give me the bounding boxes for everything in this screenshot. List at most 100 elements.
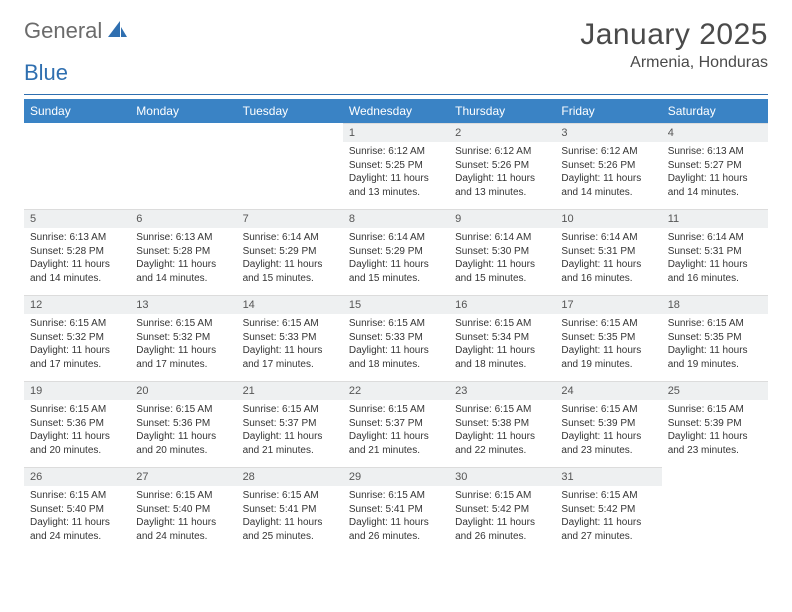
logo-text-blue: Blue [24, 60, 68, 85]
day-number: 7 [237, 209, 343, 228]
day-number: 28 [237, 467, 343, 486]
day-number [662, 467, 768, 473]
day-number: 26 [24, 467, 130, 486]
day-info: Sunrise: 6:15 AMSunset: 5:40 PMDaylight:… [24, 486, 130, 547]
day-info: Sunrise: 6:15 AMSunset: 5:42 PMDaylight:… [555, 486, 661, 547]
calendar-cell [237, 123, 343, 209]
calendar-row: 26Sunrise: 6:15 AMSunset: 5:40 PMDayligh… [24, 467, 768, 553]
day-info: Sunrise: 6:13 AMSunset: 5:28 PMDaylight:… [130, 228, 236, 289]
calendar-cell: 21Sunrise: 6:15 AMSunset: 5:37 PMDayligh… [237, 381, 343, 467]
logo: General [24, 18, 130, 44]
day-number: 12 [24, 295, 130, 314]
day-number: 4 [662, 123, 768, 142]
calendar-cell: 25Sunrise: 6:15 AMSunset: 5:39 PMDayligh… [662, 381, 768, 467]
day-number: 13 [130, 295, 236, 314]
day-number: 2 [449, 123, 555, 142]
calendar-cell [130, 123, 236, 209]
day-info: Sunrise: 6:15 AMSunset: 5:41 PMDaylight:… [237, 486, 343, 547]
calendar-cell: 1Sunrise: 6:12 AMSunset: 5:25 PMDaylight… [343, 123, 449, 209]
calendar-cell: 6Sunrise: 6:13 AMSunset: 5:28 PMDaylight… [130, 209, 236, 295]
day-number: 5 [24, 209, 130, 228]
day-info: Sunrise: 6:14 AMSunset: 5:31 PMDaylight:… [555, 228, 661, 289]
header-divider [24, 94, 768, 95]
calendar-cell: 28Sunrise: 6:15 AMSunset: 5:41 PMDayligh… [237, 467, 343, 553]
day-info: Sunrise: 6:15 AMSunset: 5:32 PMDaylight:… [130, 314, 236, 375]
calendar-cell: 27Sunrise: 6:15 AMSunset: 5:40 PMDayligh… [130, 467, 236, 553]
day-number: 19 [24, 381, 130, 400]
day-info: Sunrise: 6:14 AMSunset: 5:31 PMDaylight:… [662, 228, 768, 289]
day-number: 11 [662, 209, 768, 228]
calendar-cell: 17Sunrise: 6:15 AMSunset: 5:35 PMDayligh… [555, 295, 661, 381]
day-info: Sunrise: 6:15 AMSunset: 5:35 PMDaylight:… [662, 314, 768, 375]
calendar-page: General January 2025 Armenia, Honduras B… [0, 0, 792, 571]
day-info: Sunrise: 6:12 AMSunset: 5:25 PMDaylight:… [343, 142, 449, 203]
calendar-row: 5Sunrise: 6:13 AMSunset: 5:28 PMDaylight… [24, 209, 768, 295]
calendar-cell: 20Sunrise: 6:15 AMSunset: 5:36 PMDayligh… [130, 381, 236, 467]
calendar-cell [24, 123, 130, 209]
calendar-cell: 10Sunrise: 6:14 AMSunset: 5:31 PMDayligh… [555, 209, 661, 295]
day-number: 16 [449, 295, 555, 314]
calendar-cell: 7Sunrise: 6:14 AMSunset: 5:29 PMDaylight… [237, 209, 343, 295]
calendar-cell: 16Sunrise: 6:15 AMSunset: 5:34 PMDayligh… [449, 295, 555, 381]
calendar-cell: 15Sunrise: 6:15 AMSunset: 5:33 PMDayligh… [343, 295, 449, 381]
calendar-cell: 13Sunrise: 6:15 AMSunset: 5:32 PMDayligh… [130, 295, 236, 381]
day-number: 22 [343, 381, 449, 400]
day-info: Sunrise: 6:15 AMSunset: 5:38 PMDaylight:… [449, 400, 555, 461]
day-number: 9 [449, 209, 555, 228]
day-info: Sunrise: 6:15 AMSunset: 5:42 PMDaylight:… [449, 486, 555, 547]
calendar-cell: 24Sunrise: 6:15 AMSunset: 5:39 PMDayligh… [555, 381, 661, 467]
day-info: Sunrise: 6:15 AMSunset: 5:35 PMDaylight:… [555, 314, 661, 375]
logo-text-general: General [24, 18, 102, 44]
calendar-body: 1Sunrise: 6:12 AMSunset: 5:25 PMDaylight… [24, 123, 768, 553]
day-number: 18 [662, 295, 768, 314]
day-info: Sunrise: 6:15 AMSunset: 5:37 PMDaylight:… [343, 400, 449, 461]
calendar-row: 19Sunrise: 6:15 AMSunset: 5:36 PMDayligh… [24, 381, 768, 467]
calendar-cell: 14Sunrise: 6:15 AMSunset: 5:33 PMDayligh… [237, 295, 343, 381]
day-number: 21 [237, 381, 343, 400]
day-number: 10 [555, 209, 661, 228]
day-info: Sunrise: 6:15 AMSunset: 5:34 PMDaylight:… [449, 314, 555, 375]
day-number: 17 [555, 295, 661, 314]
calendar-cell: 8Sunrise: 6:14 AMSunset: 5:29 PMDaylight… [343, 209, 449, 295]
calendar-cell: 19Sunrise: 6:15 AMSunset: 5:36 PMDayligh… [24, 381, 130, 467]
day-info: Sunrise: 6:14 AMSunset: 5:29 PMDaylight:… [343, 228, 449, 289]
day-info: Sunrise: 6:15 AMSunset: 5:40 PMDaylight:… [130, 486, 236, 547]
weekday-header: Friday [555, 99, 661, 123]
calendar-cell: 9Sunrise: 6:14 AMSunset: 5:30 PMDaylight… [449, 209, 555, 295]
day-number [24, 123, 130, 129]
title-block: January 2025 Armenia, Honduras [580, 18, 768, 72]
weekday-header: Wednesday [343, 99, 449, 123]
calendar-cell: 23Sunrise: 6:15 AMSunset: 5:38 PMDayligh… [449, 381, 555, 467]
day-info: Sunrise: 6:15 AMSunset: 5:39 PMDaylight:… [662, 400, 768, 461]
day-info: Sunrise: 6:15 AMSunset: 5:37 PMDaylight:… [237, 400, 343, 461]
day-info: Sunrise: 6:12 AMSunset: 5:26 PMDaylight:… [555, 142, 661, 203]
calendar-cell: 3Sunrise: 6:12 AMSunset: 5:26 PMDaylight… [555, 123, 661, 209]
weekday-header: Thursday [449, 99, 555, 123]
location-label: Armenia, Honduras [580, 54, 768, 72]
calendar-cell: 31Sunrise: 6:15 AMSunset: 5:42 PMDayligh… [555, 467, 661, 553]
day-info: Sunrise: 6:14 AMSunset: 5:29 PMDaylight:… [237, 228, 343, 289]
weekday-header: Saturday [662, 99, 768, 123]
day-info: Sunrise: 6:12 AMSunset: 5:26 PMDaylight:… [449, 142, 555, 203]
calendar-cell: 26Sunrise: 6:15 AMSunset: 5:40 PMDayligh… [24, 467, 130, 553]
day-number: 1 [343, 123, 449, 142]
calendar-cell: 22Sunrise: 6:15 AMSunset: 5:37 PMDayligh… [343, 381, 449, 467]
day-number: 25 [662, 381, 768, 400]
day-number: 23 [449, 381, 555, 400]
month-title: January 2025 [580, 18, 768, 52]
day-number: 29 [343, 467, 449, 486]
day-info: Sunrise: 6:15 AMSunset: 5:33 PMDaylight:… [343, 314, 449, 375]
day-number: 27 [130, 467, 236, 486]
calendar-cell: 2Sunrise: 6:12 AMSunset: 5:26 PMDaylight… [449, 123, 555, 209]
day-number: 14 [237, 295, 343, 314]
calendar-cell: 11Sunrise: 6:14 AMSunset: 5:31 PMDayligh… [662, 209, 768, 295]
calendar-row: 12Sunrise: 6:15 AMSunset: 5:32 PMDayligh… [24, 295, 768, 381]
day-info: Sunrise: 6:15 AMSunset: 5:39 PMDaylight:… [555, 400, 661, 461]
weekday-header: Monday [130, 99, 236, 123]
calendar-cell: 4Sunrise: 6:13 AMSunset: 5:27 PMDaylight… [662, 123, 768, 209]
day-info: Sunrise: 6:13 AMSunset: 5:27 PMDaylight:… [662, 142, 768, 203]
calendar-cell: 30Sunrise: 6:15 AMSunset: 5:42 PMDayligh… [449, 467, 555, 553]
day-number: 24 [555, 381, 661, 400]
day-info: Sunrise: 6:15 AMSunset: 5:33 PMDaylight:… [237, 314, 343, 375]
calendar-head: Sunday Monday Tuesday Wednesday Thursday… [24, 99, 768, 123]
